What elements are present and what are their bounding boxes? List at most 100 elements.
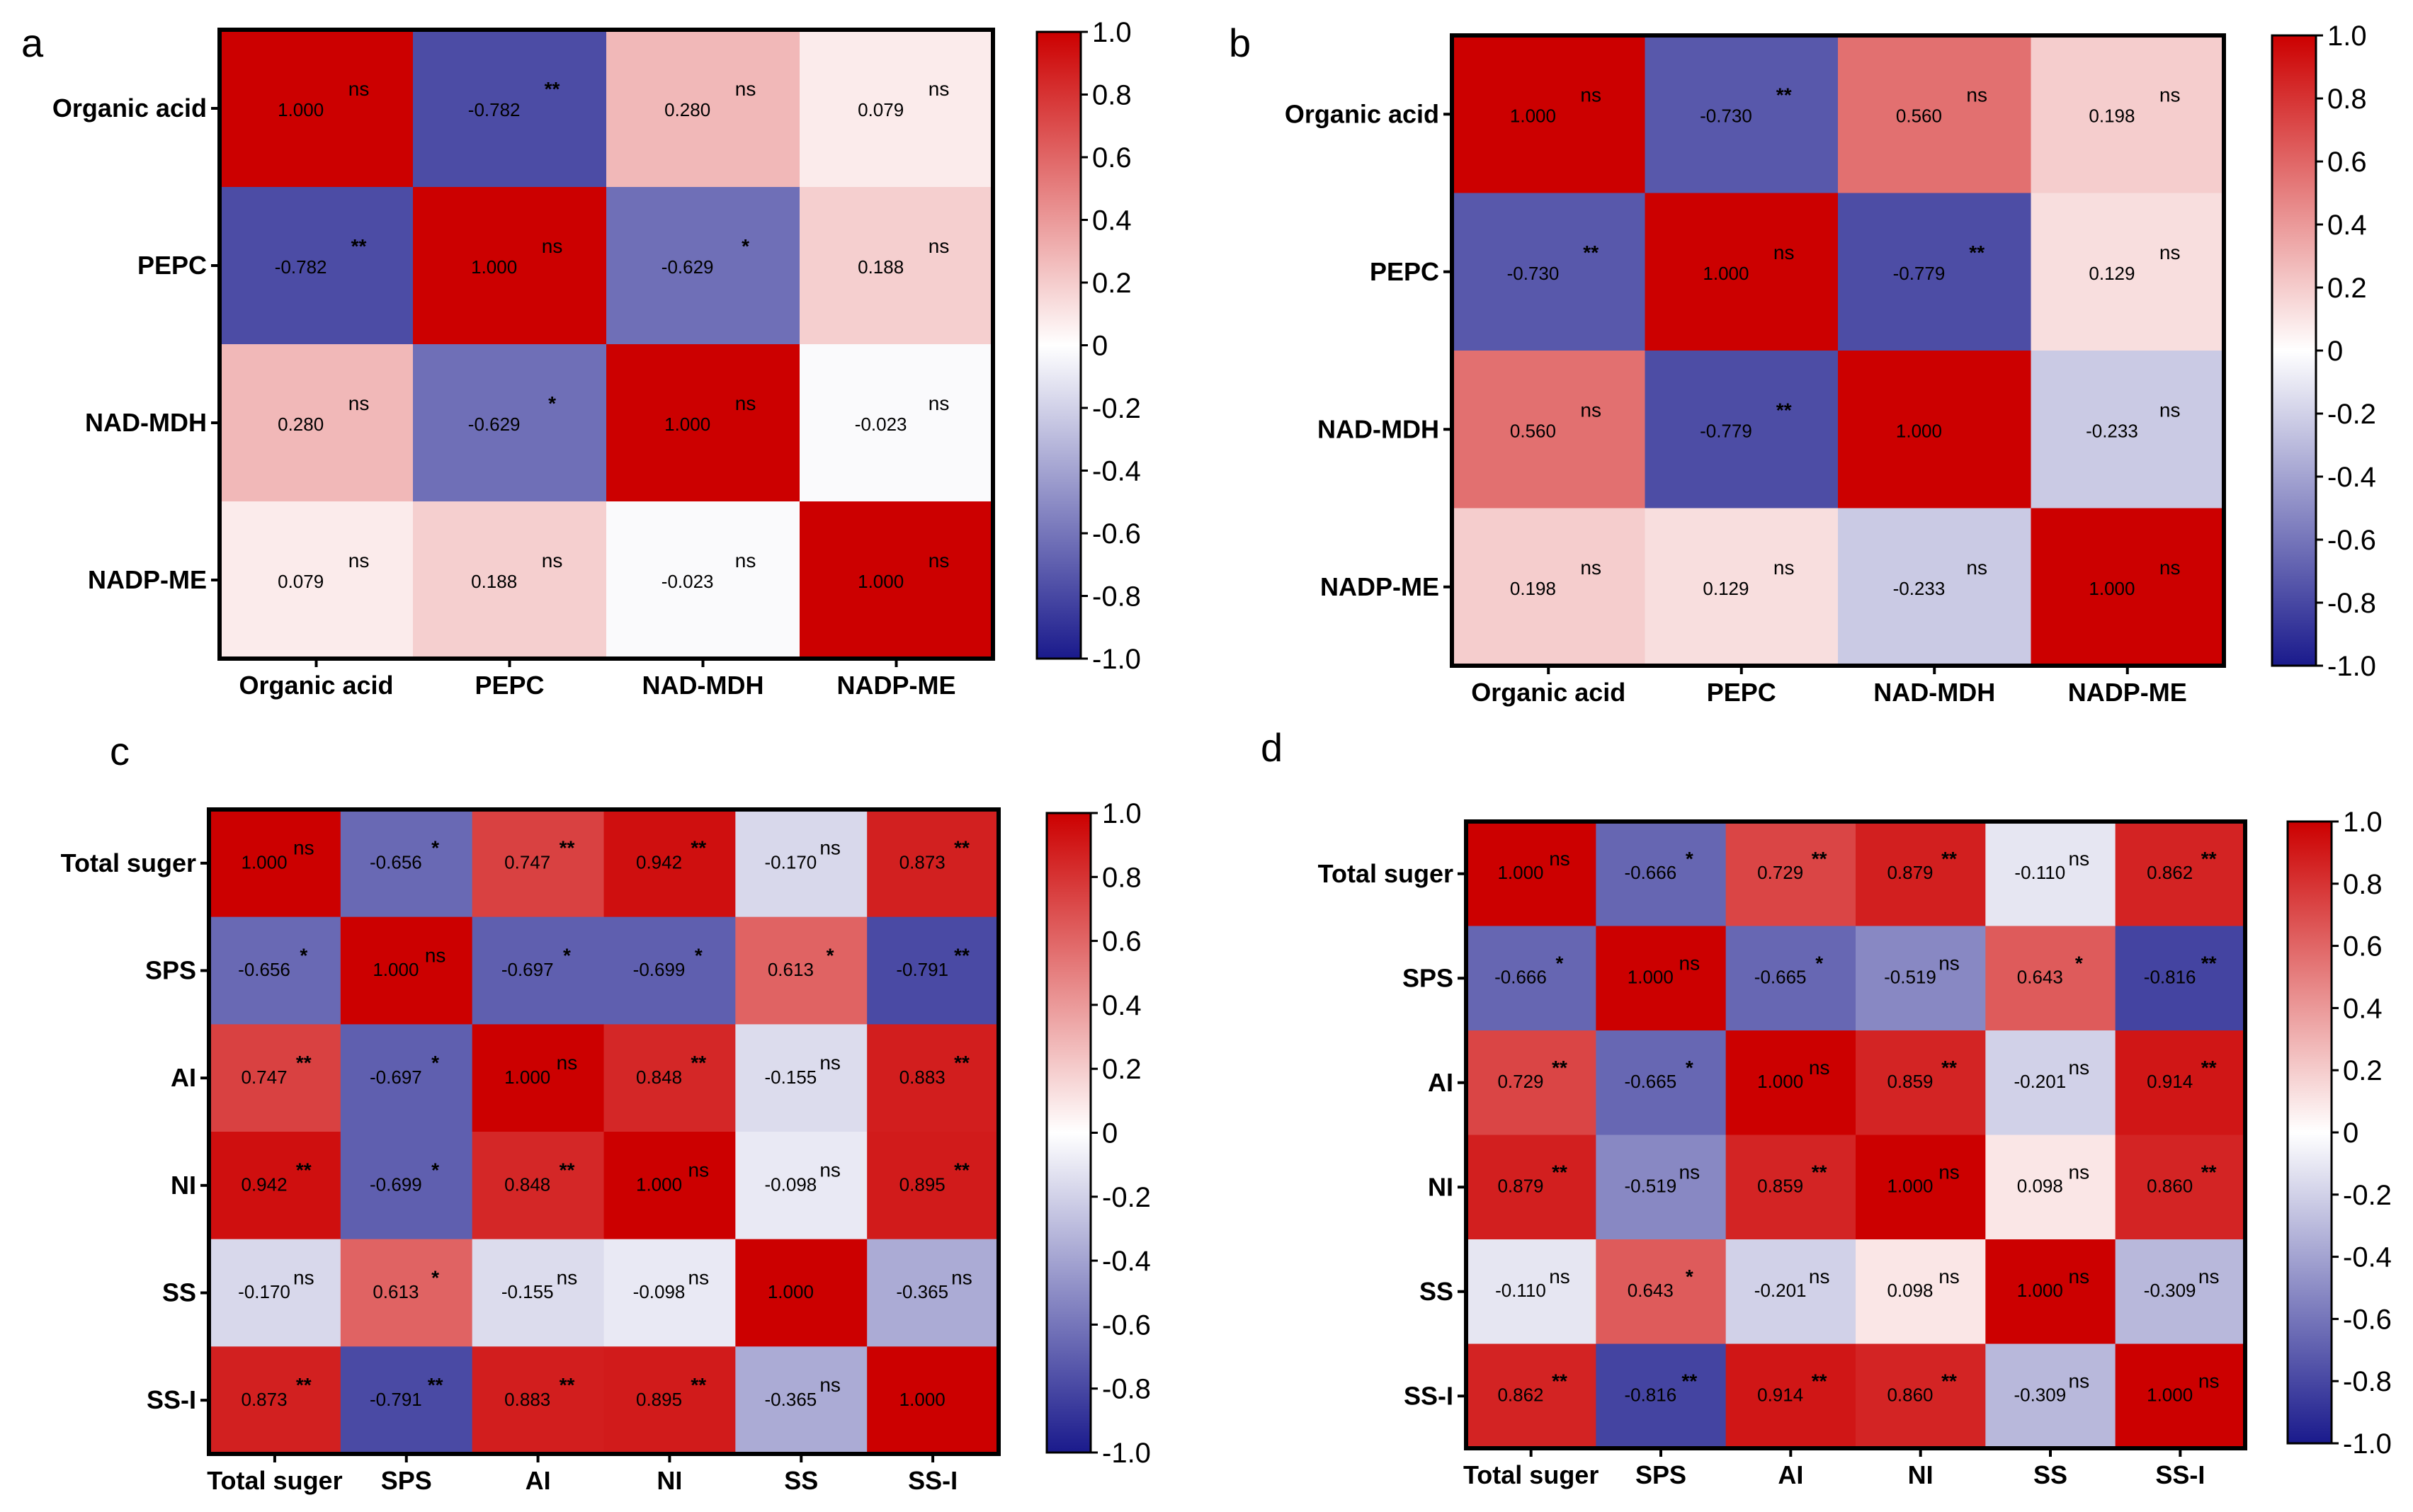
- column-label: NAD-MDH: [1873, 678, 1995, 707]
- cell-value-label: 0.613: [373, 1281, 419, 1302]
- column-label: NI: [657, 1466, 682, 1495]
- colorbar-tick-label: -0.8: [2343, 1366, 2392, 1397]
- cell-significance-label: **: [1776, 399, 1792, 421]
- cell-value-label: 1.000: [1757, 1071, 1803, 1092]
- heatmap-cell: [867, 1346, 999, 1455]
- cell-significance-label: ns: [1938, 952, 1960, 974]
- heatmap-cell: [2115, 1135, 2246, 1240]
- cell-value-label: 1.000: [636, 1173, 682, 1195]
- cell-significance-label: ns: [1580, 84, 1601, 106]
- cell-significance-label: **: [2201, 1161, 2217, 1183]
- cell-value-label: 0.560: [1510, 420, 1556, 441]
- cell-significance-label: ns: [1966, 557, 1987, 579]
- column-label: Total suger: [1463, 1460, 1599, 1489]
- cell-significance-label: ns: [2159, 84, 2181, 106]
- cell-significance-label: **: [1969, 241, 1985, 263]
- colorbar-tick-label: 0.4: [1092, 205, 1132, 237]
- cell-significance-label: **: [1812, 848, 1827, 870]
- cell-significance-label: *: [827, 944, 834, 966]
- column-label: NADP-ME: [837, 671, 956, 700]
- cell-significance-label: ns: [425, 944, 446, 966]
- colorbar-tick-label: 0: [1102, 1118, 1118, 1149]
- heatmap-cell: [1856, 1239, 1986, 1344]
- heatmap-cell: [1645, 193, 1839, 351]
- heatmap-cell: [2115, 1343, 2246, 1449]
- cell-significance-label: ns: [2069, 1161, 2090, 1183]
- heatmap-cell: [2115, 1239, 2246, 1344]
- cell-significance-label: ns: [1679, 1161, 1701, 1183]
- cell-value-label: 0.560: [1896, 105, 1942, 126]
- heatmap-cell: [867, 1132, 999, 1240]
- cell-significance-label: *: [1556, 952, 1564, 974]
- cell-significance-label: ns: [735, 550, 756, 572]
- cell-value-label: -0.697: [370, 1067, 422, 1088]
- colorbar: [1035, 30, 1082, 660]
- cell-value-label: -0.110: [2014, 862, 2065, 883]
- cell-significance-label: **: [296, 1159, 312, 1181]
- heatmap-cell: [1466, 1343, 1596, 1449]
- row-label: NI: [1428, 1172, 1453, 1201]
- colorbar-tick-label: -0.2: [1092, 393, 1141, 424]
- cell-value-label: -0.170: [238, 1281, 290, 1302]
- colorbar: [1045, 812, 1092, 1454]
- heatmap-cell: [603, 916, 736, 1025]
- cell-significance-label: **: [954, 944, 970, 966]
- colorbar-tick-label: 0.4: [2343, 993, 2383, 1024]
- row-label: NAD-MDH: [1317, 414, 1439, 443]
- cell-value-label: 0.729: [1497, 1071, 1543, 1092]
- row-label: SPS: [145, 956, 196, 985]
- heatmap-cell: [800, 501, 994, 659]
- colorbar-tick-label: 0: [1092, 331, 1108, 362]
- heatmap-cell: [1466, 926, 1596, 1031]
- cell-value-label: 1.000: [242, 851, 288, 872]
- heatmap-cell: [209, 1239, 341, 1347]
- cell-value-label: 0.098: [1887, 1280, 1933, 1301]
- heatmap-cell: [606, 501, 800, 659]
- cell-significance-label: ns: [1809, 1057, 1830, 1079]
- heatmap-cell: [1596, 1030, 1727, 1135]
- cell-significance-label: ns: [951, 1266, 972, 1288]
- column-label: PEPC: [475, 671, 544, 700]
- column-label: PEPC: [1707, 678, 1776, 707]
- cell-value-label: 1.000: [664, 414, 710, 435]
- heatmap-cell: [220, 30, 414, 188]
- heatmap-cell: [472, 809, 604, 918]
- cell-value-label: 0.914: [2147, 1071, 2193, 1092]
- cell-value-label: -0.656: [370, 851, 422, 872]
- cell-significance-label: ns: [929, 550, 950, 572]
- cell-significance-label: **: [1941, 848, 1957, 870]
- column-label: Organic acid: [239, 671, 393, 700]
- row-label: SS: [1419, 1277, 1453, 1306]
- cell-value-label: 0.129: [2089, 263, 2135, 284]
- heatmap-cell: [340, 916, 473, 1025]
- column-label: SPS: [381, 1466, 432, 1495]
- heatmap-cell: [2031, 351, 2225, 508]
- heatmap-cell: [735, 1239, 868, 1347]
- cell-value-label: 1.000: [1510, 105, 1556, 126]
- colorbar-tick-label: -1.0: [2343, 1428, 2392, 1460]
- cell-significance-label: ns: [1580, 399, 1601, 421]
- cell-significance-label: **: [954, 837, 970, 859]
- heatmap-cell: [340, 1132, 473, 1240]
- cell-significance-label: *: [2075, 952, 2083, 974]
- cell-significance-label: ns: [1773, 557, 1795, 579]
- colorbar-tick-label: 1.0: [2327, 21, 2367, 52]
- cell-value-label: 0.188: [471, 571, 517, 592]
- heatmap-cell: [603, 1024, 736, 1132]
- cell-value-label: -0.110: [1495, 1280, 1546, 1301]
- cell-value-label: 0.280: [664, 99, 710, 120]
- cell-significance-label: **: [545, 78, 560, 100]
- cell-significance-label: ns: [735, 392, 756, 414]
- cell-significance-label: *: [1686, 1266, 1693, 1288]
- cell-value-label: 0.895: [636, 1389, 682, 1410]
- heatmap-cell: [606, 344, 800, 502]
- cell-significance-label: **: [691, 837, 706, 859]
- cell-significance-label: ns: [2159, 241, 2181, 263]
- heatmap-cell: [735, 916, 868, 1025]
- panel-label-b: b: [1229, 21, 1251, 65]
- heatmap-cell: [220, 501, 414, 659]
- cell-value-label: 1.000: [1703, 263, 1749, 284]
- row-label: SPS: [1402, 963, 1453, 992]
- cell-value-label: -0.666: [1494, 967, 1547, 988]
- colorbar-tick-label: 0.2: [1102, 1054, 1142, 1085]
